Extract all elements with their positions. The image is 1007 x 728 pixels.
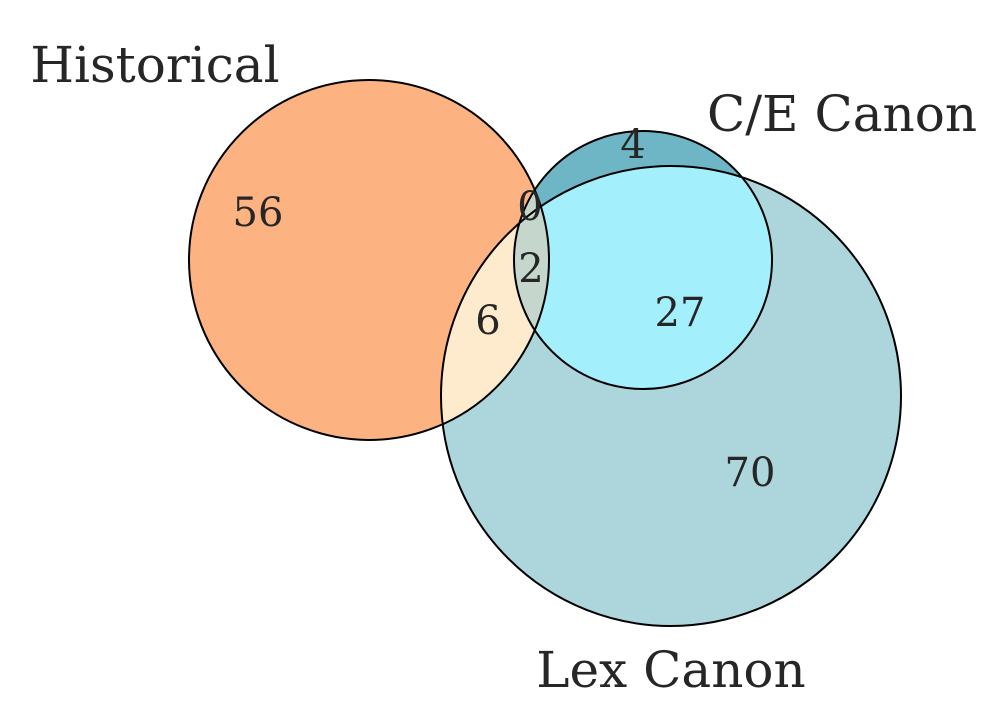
lex-canon-only-count: 70 [725, 450, 776, 496]
historical-only-count: 56 [233, 190, 284, 236]
ce-lex-only-count: 27 [655, 290, 706, 336]
ce-lex-overlap-region [514, 166, 772, 389]
ce-canon-circle-outline [513, 130, 773, 390]
historical-circle-outline [188, 79, 550, 441]
historical-set-label: Historical [30, 36, 279, 94]
historical-lex-only-count: 6 [475, 298, 500, 344]
all-three-count: 2 [518, 246, 543, 292]
ce-canon-set-label: C/E Canon [707, 85, 977, 143]
historical-ce-only-count: 0 [517, 184, 542, 230]
lex-canon-set-label: Lex Canon [536, 641, 805, 699]
lex-canon-circle-outline [440, 165, 902, 627]
ce-canon-only-count: 4 [620, 122, 645, 168]
